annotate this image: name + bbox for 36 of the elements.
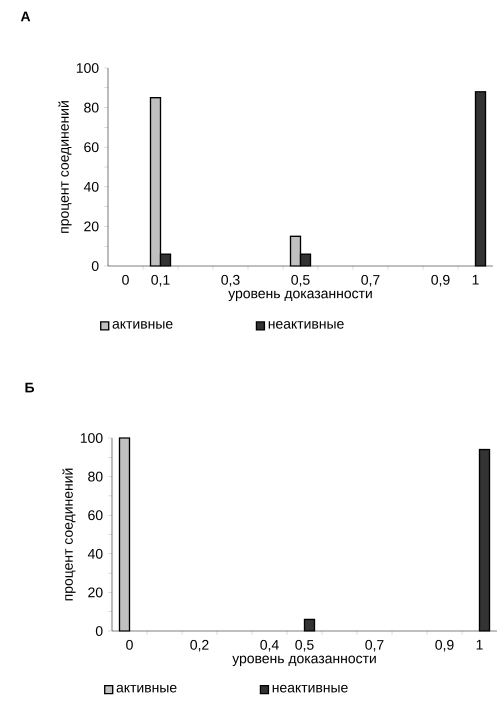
x-tick-label: 0,3	[221, 274, 240, 286]
y-tick-label: 100	[80, 433, 103, 443]
x-tick-label: 0	[126, 640, 133, 650]
y-tick-label: 0	[92, 261, 99, 271]
x-tick-label: 0,2	[190, 640, 208, 652]
x-tick-label: 0,9	[435, 640, 454, 652]
legend-label: активные	[116, 684, 176, 692]
y-tick-label: 60	[88, 510, 103, 520]
x-tick-label: 0,9	[431, 274, 450, 286]
x-axis-title: уровень доказанности	[232, 656, 376, 666]
x-tick-label: 0,4	[260, 640, 279, 652]
y-tick-label: 40	[88, 548, 103, 559]
y-tick-label: 40	[84, 182, 99, 192]
chart-title: А	[20, 12, 30, 22]
y-tick-label: 0	[96, 626, 103, 636]
y-tick-label: 60	[84, 142, 99, 152]
y-tick-label: 20	[84, 221, 99, 232]
y-tick-label: 100	[76, 63, 99, 73]
y-axis-title: процент соединений	[62, 468, 76, 600]
chart-title: Б	[25, 382, 34, 392]
x-tick-label: 0,5	[295, 640, 314, 652]
y-axis-title: процент соединений	[58, 101, 72, 233]
y-tick-label: 20	[88, 587, 103, 598]
x-tick-label: 0	[122, 274, 129, 285]
legend-label: неактивные	[272, 684, 348, 692]
x-tick-label: 1	[472, 274, 479, 285]
legend-label: активные	[112, 321, 172, 329]
x-tick-label: 0,5	[291, 274, 310, 286]
x-tick-label: 0,7	[361, 274, 380, 286]
x-tick-label: 0,7	[365, 640, 384, 652]
x-tick-label: 0,1	[151, 274, 170, 286]
x-axis-title: уровень доказанности	[228, 290, 372, 302]
y-tick-label: 80	[84, 102, 99, 113]
x-tick-label: 1	[476, 640, 483, 650]
y-tick-label: 80	[88, 472, 103, 482]
legend-label: неактивные	[268, 321, 344, 329]
